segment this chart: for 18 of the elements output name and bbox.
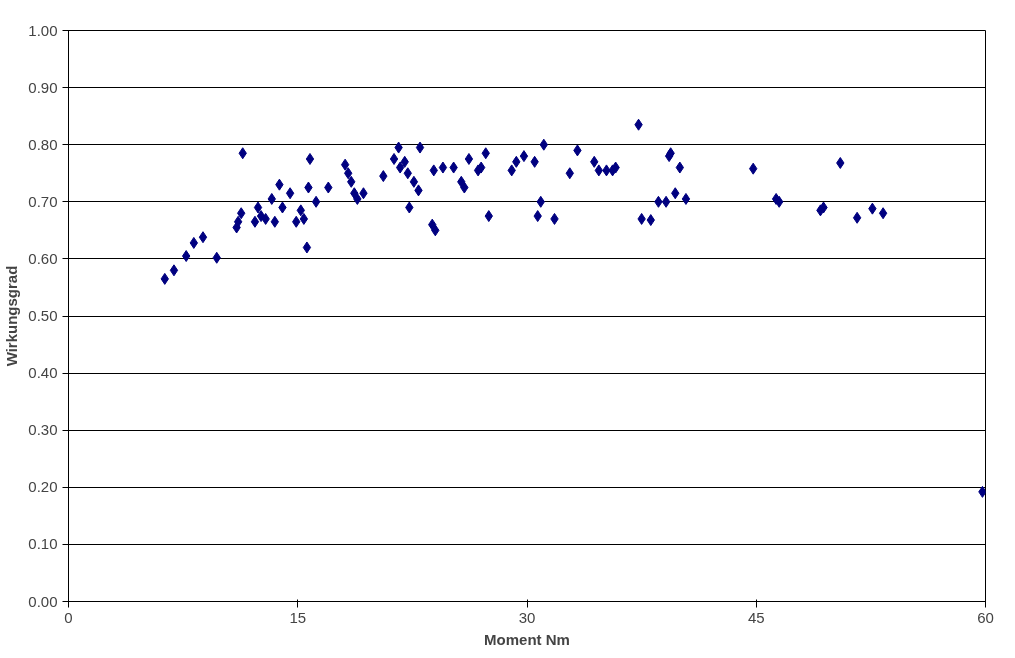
x-tick-label: 45 <box>747 608 765 626</box>
y-tick-label: 0.90 <box>28 78 58 96</box>
y-tick-label: 0.00 <box>28 592 58 610</box>
x-tick-label: 30 <box>518 608 536 626</box>
x-tick-label: 15 <box>289 608 307 626</box>
y-tick-label: 0.50 <box>28 307 58 324</box>
y-tick-label: 0.20 <box>28 478 58 496</box>
y-tick-label: 0.40 <box>28 364 58 382</box>
x-tick-label: 60 <box>977 608 994 626</box>
y-tick-label: 0.10 <box>28 535 58 553</box>
y-axis-title: Wirkungsgrad <box>3 265 21 367</box>
y-tick-label: 0.30 <box>28 421 58 439</box>
y-tick-label: 0.80 <box>28 135 58 153</box>
x-tick-label: 0 <box>64 608 73 626</box>
y-tick-label: 0.70 <box>28 192 58 210</box>
y-tick-label: 0.60 <box>28 249 58 267</box>
y-tick-label: 1.00 <box>28 21 58 39</box>
x-axis-title: Moment Nm <box>484 630 570 648</box>
